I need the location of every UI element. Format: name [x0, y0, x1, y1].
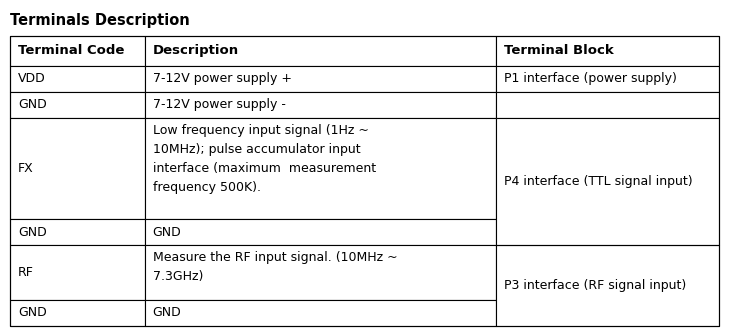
Bar [10, 36, 719, 326]
Bar [145, 36, 496, 66]
Bar [10, 219, 145, 245]
Text: Terminal Code: Terminal Code [18, 44, 125, 57]
Text: 7-12V power supply -: 7-12V power supply - [152, 98, 286, 112]
Bar [145, 300, 496, 326]
Bar [145, 118, 496, 219]
Text: GND: GND [18, 306, 47, 319]
Bar [10, 66, 145, 92]
Bar [10, 245, 145, 300]
Bar [496, 245, 719, 326]
Bar [145, 245, 496, 300]
Text: Terminal Block: Terminal Block [504, 44, 613, 57]
Text: P1 interface (power supply): P1 interface (power supply) [504, 72, 677, 85]
Text: P4 interface (TTL signal input): P4 interface (TTL signal input) [504, 175, 693, 188]
Text: VDD: VDD [18, 72, 46, 85]
Text: GND: GND [18, 226, 47, 239]
Text: GND: GND [152, 226, 182, 239]
Text: Terminals Description: Terminals Description [10, 13, 190, 28]
Bar [496, 245, 719, 326]
Bar [496, 118, 719, 245]
Bar [10, 92, 145, 118]
Text: Low frequency input signal (1Hz ~
10MHz); pulse accumulator input
interface (max: Low frequency input signal (1Hz ~ 10MHz)… [152, 124, 376, 194]
Bar [10, 118, 145, 219]
Text: GND: GND [18, 98, 47, 112]
Bar [496, 66, 719, 92]
Text: RF: RF [18, 266, 34, 279]
Text: P3 interface (RF signal input): P3 interface (RF signal input) [504, 279, 686, 292]
Text: 7-12V power supply +: 7-12V power supply + [152, 72, 292, 85]
Bar [145, 92, 496, 118]
Bar [10, 36, 145, 66]
Bar [145, 219, 496, 245]
Bar [496, 118, 719, 245]
Bar [496, 36, 719, 66]
Text: Description: Description [152, 44, 239, 57]
Text: FX: FX [18, 162, 34, 175]
Text: Measure the RF input signal. (10MHz ~
7.3GHz): Measure the RF input signal. (10MHz ~ 7.… [152, 251, 397, 284]
Bar [496, 92, 719, 118]
Text: GND: GND [152, 306, 182, 319]
Bar [145, 66, 496, 92]
Bar [10, 300, 145, 326]
